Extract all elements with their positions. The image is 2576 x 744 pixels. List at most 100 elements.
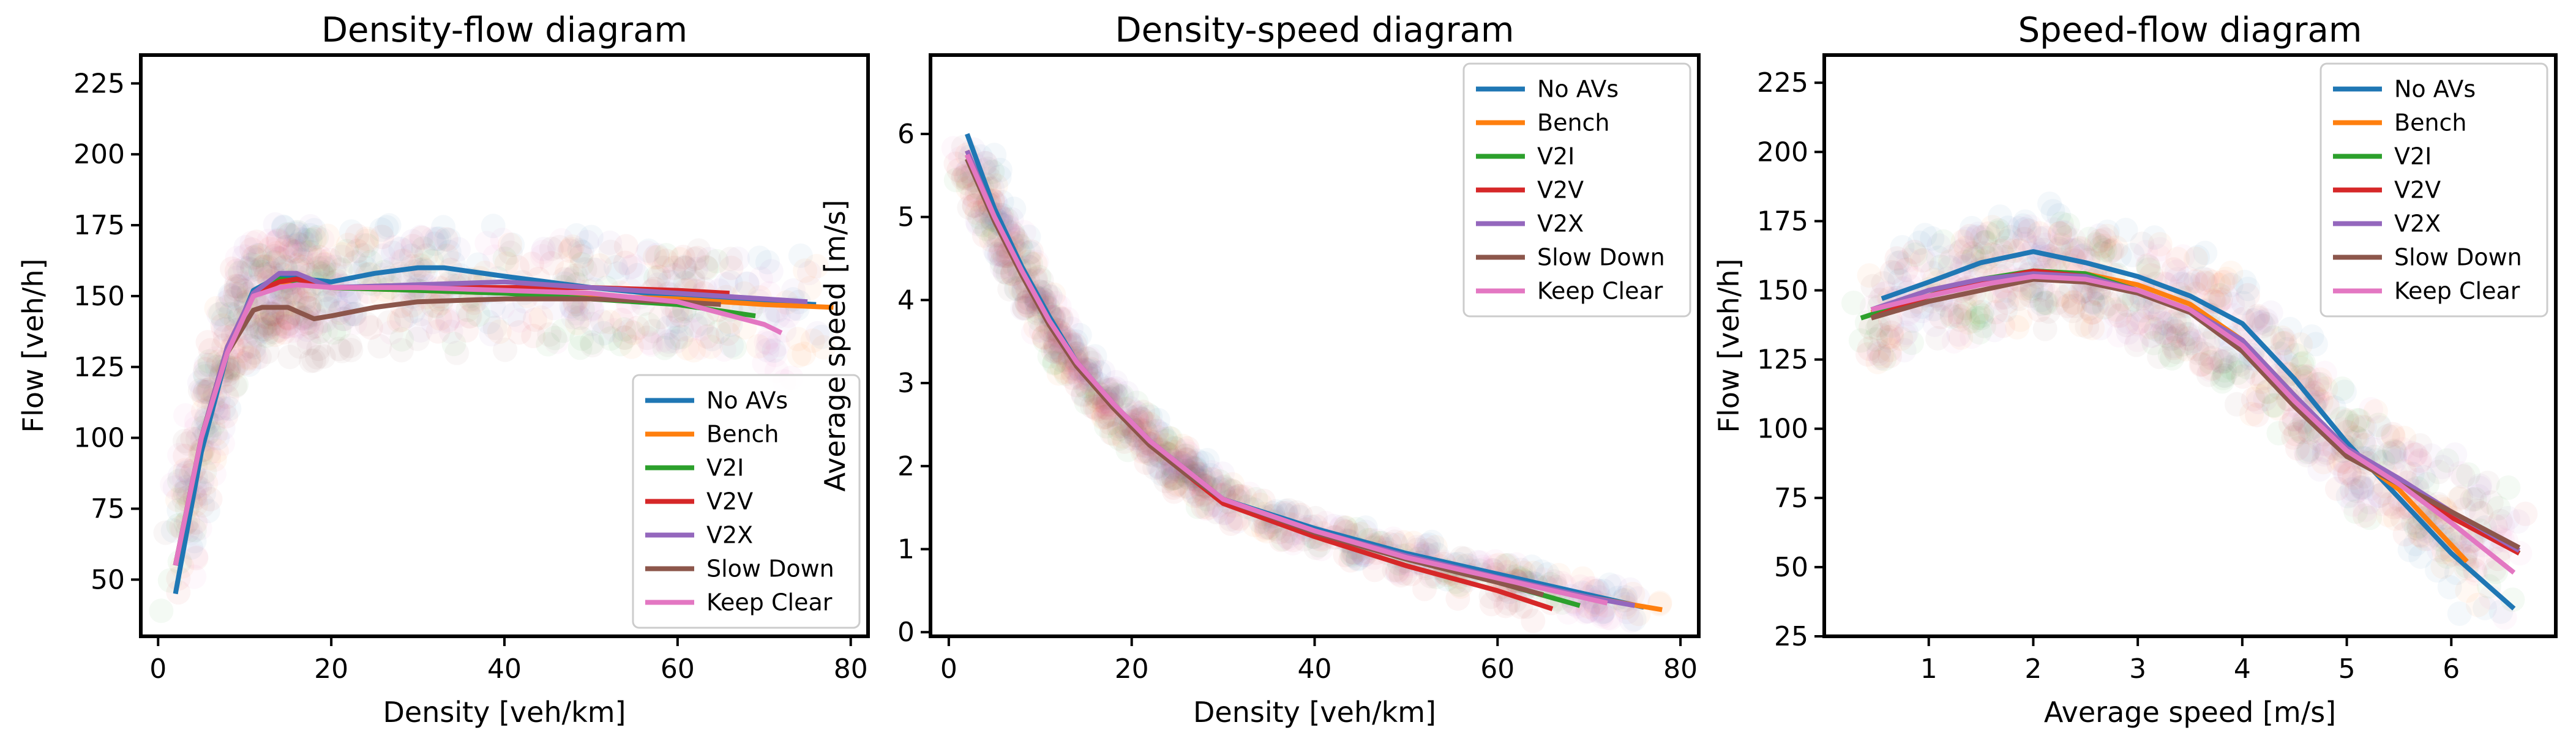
scatter-point bbox=[343, 287, 369, 312]
scatter-point bbox=[2339, 477, 2364, 502]
scatter-point bbox=[173, 403, 198, 428]
scatter-point bbox=[271, 320, 296, 345]
scatter-point bbox=[989, 250, 1014, 275]
scatter-point bbox=[255, 305, 280, 330]
scatter-point bbox=[1153, 469, 1178, 494]
x-tick-label: 40 bbox=[487, 653, 522, 685]
scatter-point bbox=[408, 318, 433, 343]
scatter-point bbox=[250, 255, 275, 280]
scatter-point bbox=[2080, 289, 2105, 314]
scatter-point bbox=[639, 332, 664, 357]
scatter-point bbox=[572, 257, 597, 282]
scatter-point bbox=[359, 315, 383, 340]
scatter-point bbox=[1907, 230, 1932, 255]
scatter-point bbox=[240, 257, 264, 282]
scatter-point bbox=[457, 303, 482, 329]
scatter-point bbox=[446, 237, 471, 262]
scatter-point bbox=[569, 326, 594, 351]
scatter-point bbox=[1161, 475, 1186, 500]
scatter-point bbox=[2299, 324, 2324, 349]
x-axis-label: Density [veh/km] bbox=[1193, 696, 1436, 729]
scatter-point bbox=[1156, 426, 1181, 451]
scatter-point bbox=[345, 239, 370, 264]
scatter-point bbox=[201, 461, 227, 486]
scatter-point bbox=[274, 314, 299, 339]
scatter-point bbox=[307, 319, 332, 344]
scatter-point bbox=[2193, 240, 2218, 266]
scatter-point bbox=[257, 236, 282, 261]
scatter-point bbox=[564, 223, 589, 248]
scatter-point bbox=[776, 303, 801, 328]
density-flow-panel: 0 20 40 60 80 50 75 100 125 150 175 200 225 Density-f… bbox=[17, 10, 870, 729]
scatter-point bbox=[208, 302, 233, 327]
scatter-point bbox=[420, 310, 445, 335]
scatter-point bbox=[1041, 338, 1066, 363]
scatter-point bbox=[252, 312, 277, 337]
scatter-point bbox=[781, 278, 806, 303]
legend-label: Slow Down bbox=[2394, 244, 2522, 271]
scatter-point bbox=[995, 261, 1020, 286]
scatter-point bbox=[1037, 344, 1062, 369]
scatter-point bbox=[252, 254, 277, 279]
scatter-point bbox=[1055, 307, 1080, 332]
legend: No AVs Bench V2I V2V V2X Slow Down Keep Clear bbox=[632, 374, 861, 629]
scatter-point bbox=[967, 205, 992, 229]
series-line-keep-clear bbox=[965, 154, 1608, 606]
scatter-point bbox=[1959, 324, 1984, 349]
scatter-point bbox=[718, 247, 743, 272]
scatter-point bbox=[2120, 242, 2145, 267]
scatter-point bbox=[539, 236, 564, 261]
scatter-point bbox=[1011, 295, 1036, 320]
scatter-point bbox=[305, 251, 331, 277]
scatter-point bbox=[400, 234, 425, 259]
scatter-point bbox=[206, 302, 231, 327]
scatter-point bbox=[946, 158, 972, 183]
scatter-point bbox=[176, 431, 201, 456]
y-tick-label: 6 bbox=[897, 119, 915, 150]
scatter-point bbox=[2190, 266, 2215, 291]
x-tick-label: 80 bbox=[834, 653, 868, 685]
scatter-point bbox=[190, 493, 215, 518]
scatter-point bbox=[557, 238, 582, 263]
scatter-point bbox=[202, 447, 227, 472]
scatter-point bbox=[337, 333, 362, 359]
scatter-point bbox=[1251, 517, 1276, 542]
scatter-point bbox=[613, 250, 638, 275]
scatter-point bbox=[1647, 592, 1672, 617]
scatter-point bbox=[2176, 322, 2201, 347]
scatter-point bbox=[1964, 224, 1989, 249]
scatter-point bbox=[330, 242, 355, 267]
scatter-point bbox=[2029, 288, 2054, 313]
scatter-point bbox=[298, 228, 323, 253]
scatter-point bbox=[263, 322, 288, 348]
scatter-point bbox=[2185, 245, 2210, 270]
scatter-point bbox=[754, 330, 779, 354]
scatter-point bbox=[635, 240, 660, 265]
scatter-point bbox=[1142, 455, 1167, 480]
scatter-point bbox=[414, 243, 439, 268]
scatter-point bbox=[762, 338, 787, 363]
x-tick-label: 1 bbox=[1920, 653, 1938, 685]
scatter-point bbox=[1043, 350, 1067, 375]
scatter-point bbox=[249, 314, 274, 340]
scatter-point bbox=[1219, 478, 1244, 503]
scatter-point bbox=[400, 229, 425, 254]
scatter-point bbox=[254, 311, 279, 336]
scatter-point bbox=[735, 272, 760, 297]
scatter-point bbox=[211, 415, 236, 441]
scatter-point bbox=[271, 215, 296, 240]
scatter-point bbox=[2448, 461, 2473, 486]
scatter-point bbox=[957, 195, 982, 220]
scatter-point bbox=[605, 261, 630, 286]
scatter-point bbox=[1012, 296, 1037, 321]
legend-label: V2I bbox=[1537, 143, 1574, 170]
x-tick-label: 60 bbox=[1480, 653, 1515, 685]
scatter-point bbox=[1148, 456, 1173, 481]
scatter-point bbox=[210, 313, 235, 338]
scatter-point bbox=[1182, 483, 1207, 508]
scatter-point bbox=[805, 321, 830, 346]
scatter-point bbox=[1381, 526, 1406, 551]
scatter-point bbox=[242, 335, 267, 360]
scatter-point bbox=[230, 271, 255, 296]
